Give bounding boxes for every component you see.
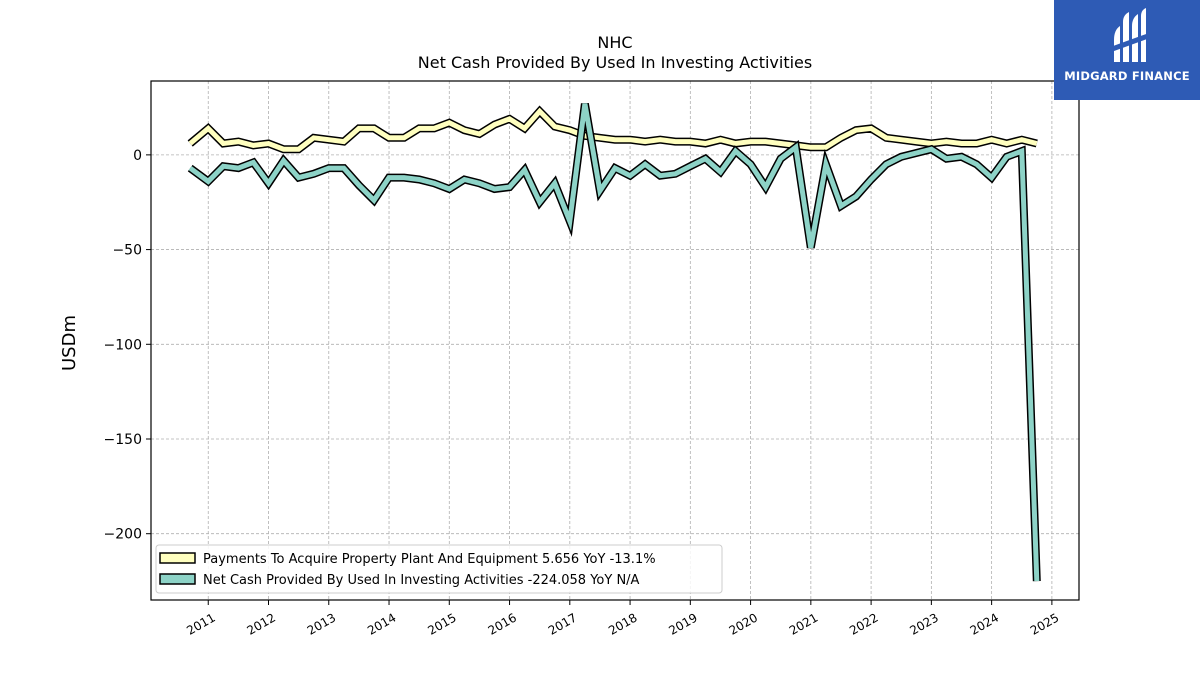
legend-label-1: Net Cash Provided By Used In Investing A…: [203, 573, 640, 588]
legend-swatch-1: [159, 573, 196, 585]
x-tick-label-8: 2019: [666, 610, 699, 637]
y-axis-ticks: 0 −50 −100 −150 −200: [104, 148, 151, 543]
x-tick-label-9: 2020: [727, 610, 760, 637]
legend: Payments To Acquire Property Plant And E…: [155, 544, 723, 594]
x-tick-label-11: 2022: [847, 610, 880, 637]
series-outline-1: [187, 103, 1041, 582]
x-tick-label-5: 2016: [486, 610, 519, 637]
y-tick-label-2: −100: [104, 337, 142, 353]
x-tick-label-0: 2011: [184, 610, 217, 637]
legend-box: [155, 544, 723, 594]
x-axis-ticks: 2011 2012 2013 2014 2015 2016 2017 2018 2019 2020…: [184, 600, 1061, 638]
x-tick-label-7: 2018: [606, 610, 639, 637]
legend-swatch-0: [159, 552, 196, 564]
logo-text: MIDGARD FINANCE: [1064, 69, 1190, 83]
series-lines: [187, 103, 1041, 582]
midgard-logo-mark-icon: [1112, 8, 1148, 62]
y-tick-label-4: −200: [104, 527, 142, 543]
y-axis-label: USDm: [59, 315, 80, 371]
chart-title: NHC: [597, 33, 632, 52]
x-tick-label-12: 2023: [907, 610, 940, 637]
series-outline-0: [187, 105, 1038, 154]
x-tick-label-1: 2012: [245, 610, 278, 637]
y-tick-label-0: 0: [133, 148, 142, 164]
series-line-1: [188, 103, 1040, 582]
legend-label-0: Payments To Acquire Property Plant And E…: [203, 552, 656, 567]
midgard-finance-logo: MIDGARD FINANCE: [1054, 0, 1200, 100]
x-tick-label-10: 2021: [787, 610, 820, 637]
x-tick-label-2: 2013: [305, 610, 338, 637]
y-tick-label-1: −50: [112, 243, 142, 259]
series-line-0: [188, 107, 1038, 152]
x-tick-label-6: 2017: [546, 610, 579, 637]
chart-subtitle: Net Cash Provided By Used In Investing A…: [418, 53, 812, 72]
x-tick-label-14: 2025: [1028, 610, 1061, 637]
x-tick-label-13: 2024: [968, 610, 1001, 637]
plot-area-frame: [150, 80, 1080, 601]
x-tick-label-4: 2015: [425, 610, 458, 637]
y-tick-label-3: −150: [104, 432, 142, 448]
x-tick-label-3: 2014: [365, 610, 398, 637]
